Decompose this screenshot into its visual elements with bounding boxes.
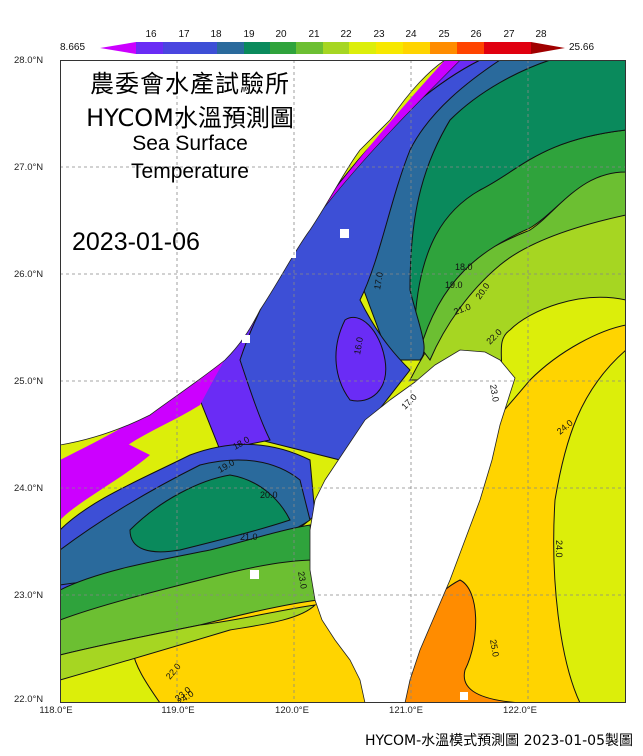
china-landmass xyxy=(60,60,446,446)
colorbar-tick: 25 xyxy=(438,29,450,40)
lat-label: 23.0°N xyxy=(14,590,44,601)
colorbar-tick: 23 xyxy=(373,29,385,40)
lon-label: 122.0°E xyxy=(503,705,537,716)
lon-label: 119.0°E xyxy=(161,705,195,716)
colorbar-tick: 19 xyxy=(243,29,255,40)
colorbar-tick: 22 xyxy=(340,29,352,40)
lat-label: 28.0°N xyxy=(14,55,44,66)
contour-label: 19.0 xyxy=(445,280,463,290)
graticule xyxy=(60,60,626,703)
colorbar-tick: 24 xyxy=(405,29,417,40)
lat-label: 27.0°N xyxy=(14,162,44,173)
colorbar-above-triangle xyxy=(531,42,565,54)
colorbar-below-triangle xyxy=(100,42,136,54)
contour-label: 16.0 xyxy=(352,336,365,355)
colorbar-max-label: 25.66 xyxy=(569,42,595,53)
colorbar-tick: 16 xyxy=(145,29,157,40)
colorbar xyxy=(100,42,565,54)
colorbar-tick: 18 xyxy=(210,29,222,40)
taiwan-landmass xyxy=(309,349,516,703)
title-english-2: Temperature xyxy=(131,160,249,183)
footer-caption: HYCOM-水溫模式預測圖 2023-01-05製圖 xyxy=(364,733,633,749)
lon-label: 120.0°E xyxy=(275,705,309,716)
colorbar-tick: 26 xyxy=(470,29,482,40)
contour-label: 25.0 xyxy=(488,639,501,658)
lon-label: 118.0°E xyxy=(39,705,73,716)
contour-label: 23.0 xyxy=(488,384,501,403)
contour-label: 18.0 xyxy=(455,262,473,272)
lat-label: 22.0°N xyxy=(14,694,44,705)
colorbar-min-label: 8.665 xyxy=(60,42,86,53)
sst-map: 16.0 17.0 17.0 18.0 18.0 19.0 19.0 20.0 … xyxy=(60,60,626,703)
title-english-1: Sea Surface xyxy=(132,132,248,155)
contour-label: 23.0 xyxy=(296,571,309,590)
forecast-date: 2023-01-06 xyxy=(72,228,200,256)
title-product: HYCOM水溫預測圖 xyxy=(86,104,294,132)
contour-label: 17.0 xyxy=(372,271,385,290)
lat-label: 26.0°N xyxy=(14,269,44,280)
contour-label: 21.0 xyxy=(240,532,258,542)
lat-label: 24.0°N xyxy=(14,483,44,494)
colorbar-tick: 17 xyxy=(178,29,190,40)
contour-label: 20.0 xyxy=(260,490,278,500)
title-agency: 農委會水產試驗所 xyxy=(90,70,290,98)
colorbar-tick: 28 xyxy=(535,29,547,40)
lat-label: 25.0°N xyxy=(14,376,44,387)
contour-label: 24.0 xyxy=(554,540,564,558)
lon-label: 121.0°E xyxy=(389,705,423,716)
colorbar-tick: 21 xyxy=(308,29,320,40)
colorbar-tick: 27 xyxy=(503,29,515,40)
colorbar-tick: 20 xyxy=(275,29,287,40)
